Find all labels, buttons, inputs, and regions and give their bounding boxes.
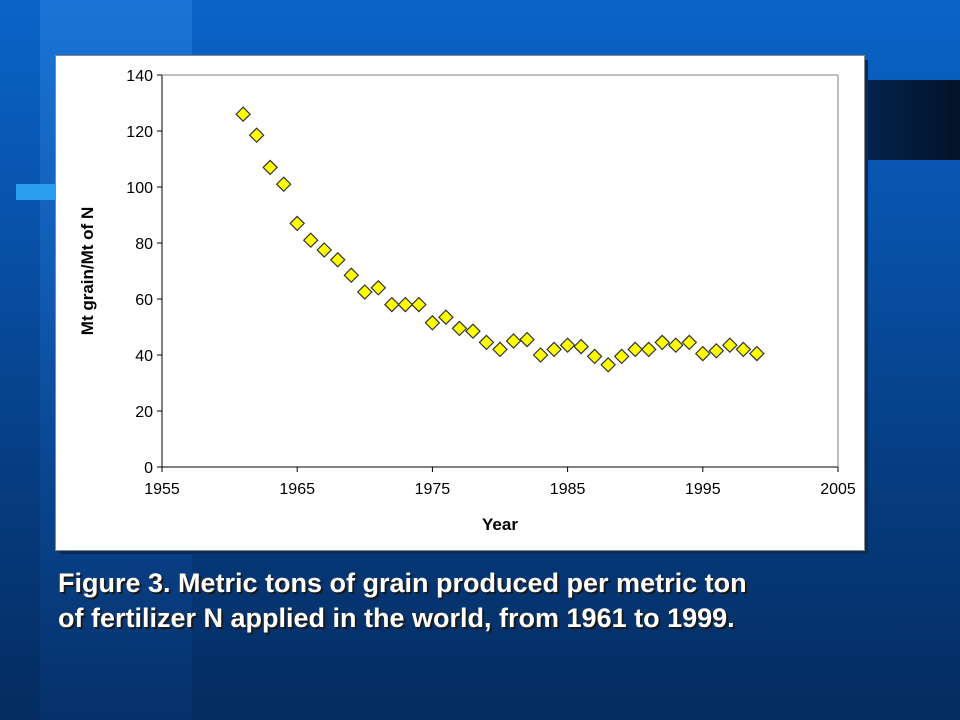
data-point	[640, 341, 657, 358]
y-tick-label: 60	[135, 292, 153, 309]
data-point	[681, 334, 698, 351]
data-point	[235, 106, 251, 123]
data-point	[546, 341, 562, 358]
data-point	[667, 337, 684, 354]
data-point	[411, 296, 427, 313]
data-point	[735, 341, 752, 358]
data-point	[329, 251, 346, 268]
figure-caption: Figure 3. Metric tons of grain produced …	[58, 566, 938, 636]
data-point	[573, 338, 589, 355]
data-point	[397, 296, 414, 313]
caption-line-2: of fertilizer N applied in the world, fr…	[58, 603, 735, 633]
data-point	[438, 309, 454, 326]
data-point	[383, 296, 400, 313]
data-point	[749, 345, 765, 362]
data-point	[586, 348, 603, 365]
data-point	[492, 341, 508, 358]
data-point	[370, 279, 387, 296]
data-point	[654, 334, 671, 351]
x-axis-ticks: 1955 1965 1975 1985 1995 2005	[144, 467, 856, 498]
y-tick-label: 80	[135, 236, 153, 253]
y-tick-label: 140	[126, 68, 153, 85]
y-axis-ticks: 0 20 40 60 80 100 120 140	[126, 68, 162, 477]
data-point	[424, 314, 441, 331]
data-point	[275, 176, 292, 193]
y-tick-label: 40	[135, 348, 153, 365]
data-point	[465, 323, 481, 340]
x-tick-label: 2005	[820, 481, 856, 498]
data-point	[613, 348, 630, 365]
data-point	[302, 232, 319, 249]
y-tick-label: 120	[126, 124, 153, 141]
data-point	[316, 242, 333, 258]
dark-accent-block	[866, 80, 960, 160]
data-point	[532, 347, 549, 363]
x-tick-label: 1955	[144, 481, 180, 498]
x-tick-label: 1995	[685, 481, 721, 498]
data-point	[262, 159, 279, 176]
data-point	[505, 333, 522, 349]
data-point	[289, 215, 306, 232]
y-tick-label: 100	[126, 180, 153, 197]
data-point	[451, 320, 468, 337]
data-point	[519, 331, 535, 348]
data-points	[235, 106, 765, 373]
accent-bar	[16, 184, 56, 200]
y-axis-label: Mt grain/Mt of N	[78, 207, 97, 335]
data-point	[627, 341, 644, 358]
data-point	[694, 345, 711, 362]
y-tick-label: 0	[144, 460, 153, 477]
data-point	[600, 356, 617, 373]
data-point	[708, 342, 725, 359]
axes	[161, 74, 839, 468]
x-tick-label: 1985	[550, 481, 586, 498]
data-point	[343, 267, 360, 284]
caption-line-1: Figure 3. Metric tons of grain produced …	[58, 568, 747, 598]
y-tick-label: 20	[135, 404, 153, 421]
x-tick-label: 1965	[279, 481, 315, 498]
x-axis-label: Year	[482, 515, 518, 534]
data-point	[478, 334, 495, 351]
data-point	[559, 337, 576, 354]
chart-frame: 0 20 40 60 80 100 120 140 1955 1965 1975 1985 1995 2…	[55, 55, 865, 551]
data-point	[721, 337, 738, 354]
scatter-chart: 0 20 40 60 80 100 120 140 1955 1965 1975 1985 1995 2…	[78, 68, 856, 534]
data-point	[356, 284, 373, 300]
x-tick-label: 1975	[415, 481, 451, 498]
data-point	[248, 127, 265, 144]
